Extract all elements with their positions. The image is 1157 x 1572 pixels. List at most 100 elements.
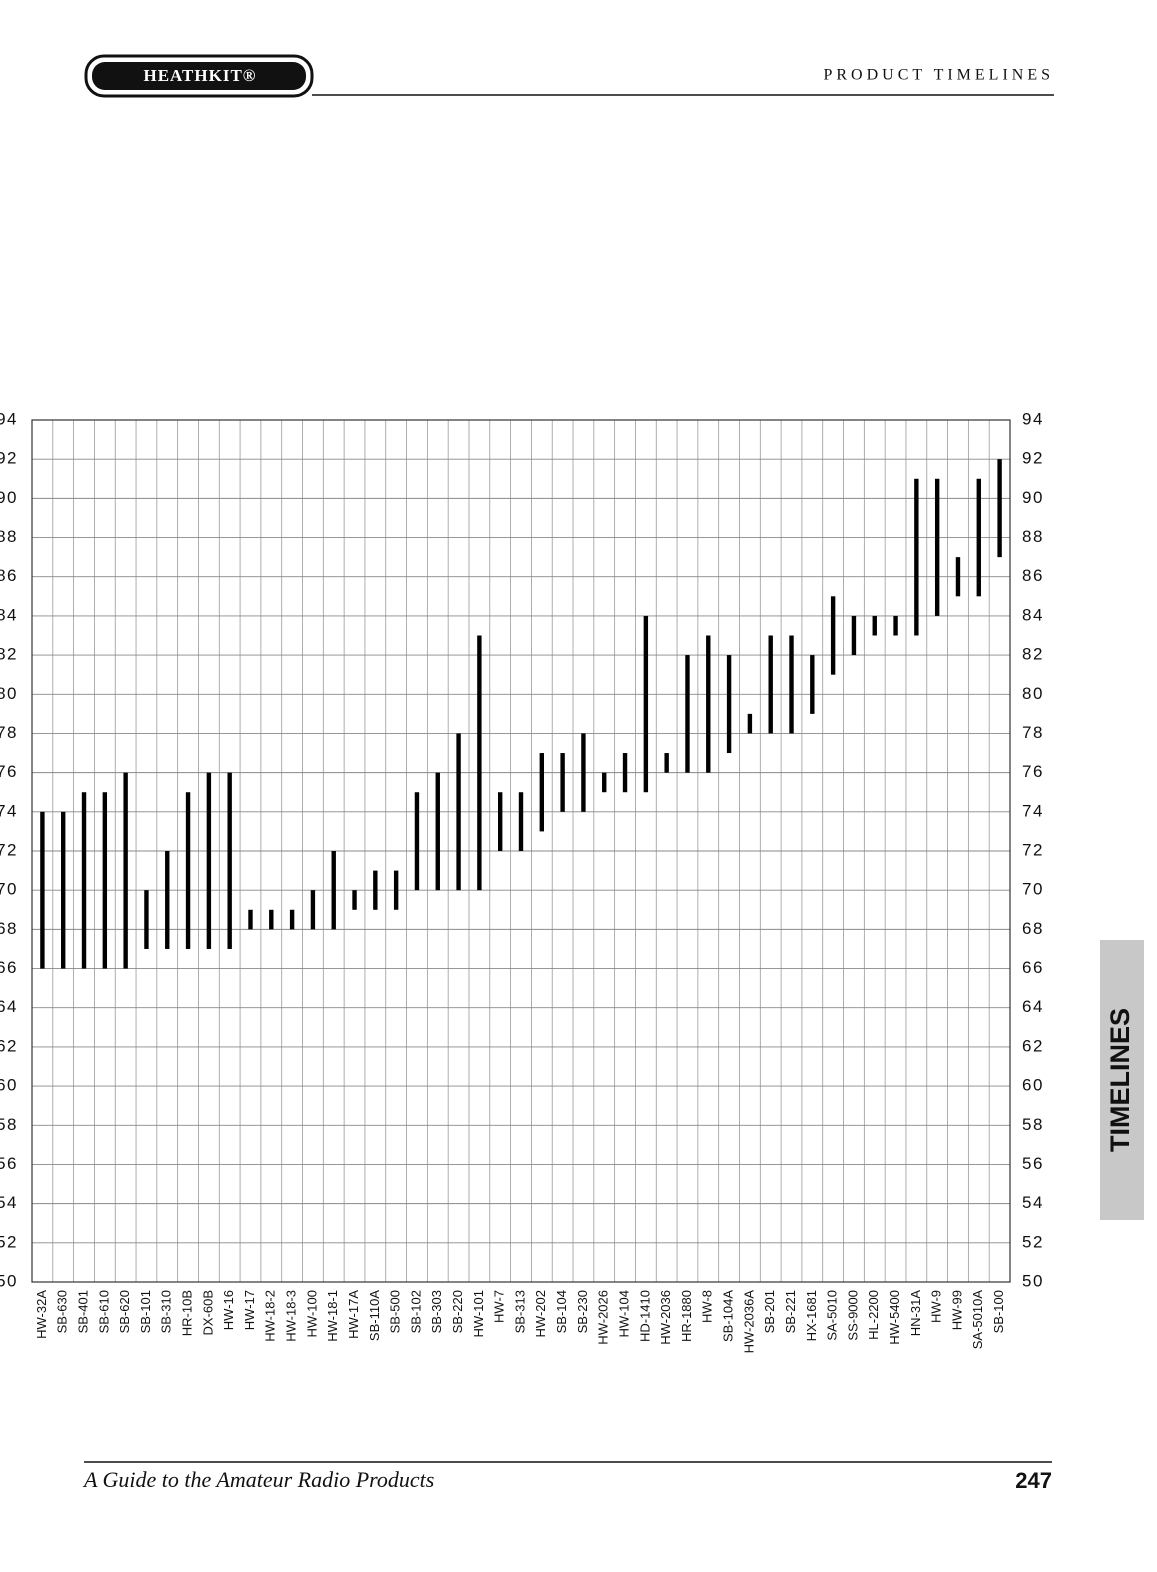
y-tick-label: 82 [1022,645,1044,664]
y-tick-label: 54 [1022,1193,1044,1212]
y-tick-label: 56 [1022,1154,1044,1173]
y-tick-label-left: 62 [0,1036,18,1055]
range-bar [602,772,607,793]
x-tick-label: HW-202 [533,1290,548,1337]
y-tick-label-left: 86 [0,566,18,585]
chart: 50 50 52 52 54 54 56 56 58 58 60 60 62 62 64 64 66 66 68 68… [0,409,1044,1354]
x-tick-label: SB-230 [575,1290,590,1333]
x-tick-label: SB-313 [512,1290,527,1333]
x-tick-label: SB-303 [429,1290,444,1333]
y-tick-label-left: 66 [0,958,18,977]
x-tick-label: HW-7 [492,1290,507,1323]
x-tick-label: DX-60B [200,1290,215,1336]
range-bar [227,772,232,949]
range-bar [622,753,628,793]
range-bar [581,733,586,812]
x-tick-label: HW-18-1 [325,1290,340,1342]
range-bar [685,655,690,773]
x-tick-label: SB-100 [991,1290,1006,1333]
range-bar [872,615,877,636]
y-tick-label: 80 [1022,684,1044,703]
y-tick-label-left: 80 [0,684,18,703]
range-bar [331,851,336,930]
range-bar [144,890,149,949]
x-tick-label: SB-310 [159,1290,174,1333]
y-tick-label: 90 [1022,488,1044,507]
x-tick-label: HW-2036 [658,1290,673,1345]
x-tick-label: HW-5400 [887,1290,902,1345]
footer-title: A Guide to the Amateur Radio Products [82,1467,434,1492]
x-tick-label: SB-102 [408,1290,423,1333]
range-bar [497,792,503,851]
range-bar [955,557,961,597]
range-bar [185,792,191,949]
y-tick-label-left: 50 [0,1271,18,1290]
range-bar [706,635,711,773]
y-tick-label: 58 [1022,1115,1044,1134]
x-tick-label: SB-610 [96,1290,111,1333]
range-bar [664,753,669,773]
x-tick-label: HX-1681 [804,1290,819,1341]
range-bar [726,655,732,754]
range-bar [435,772,440,891]
page-number: 247 [1015,1468,1052,1493]
range-bar [747,713,753,734]
x-tick-label: HL-2200 [866,1290,881,1340]
y-tick-label: 70 [1022,880,1044,899]
x-tick-label: SB-620 [117,1290,132,1333]
x-tick-label: HW-2036A [741,1290,756,1354]
y-tick-label: 88 [1022,527,1044,546]
range-bar [518,792,524,851]
side-tab-text: TIMELINES [1105,1008,1135,1152]
x-tick-label: SB-630 [55,1290,70,1333]
logo-text: HEATHKIT® [143,66,256,85]
x-tick-label: HD-1410 [637,1290,652,1342]
side-tab [1100,940,1144,1220]
x-tick-label: HW-8 [700,1290,715,1323]
x-tick-label: HW-100 [304,1290,319,1337]
range-bar [102,792,108,969]
range-bar [248,909,253,930]
range-bar [893,615,898,636]
y-tick-label-left: 74 [0,801,18,820]
y-tick-label: 72 [1022,840,1044,859]
y-tick-label: 62 [1022,1036,1044,1055]
x-tick-label: HW-32A [34,1290,49,1339]
x-tick-label: HW-9 [929,1290,944,1323]
y-tick-label: 86 [1022,566,1044,585]
x-tick-label: HW-18-2 [263,1290,278,1342]
range-bar [206,772,212,949]
logo-inner [92,62,306,90]
y-tick-label-left: 92 [0,449,18,468]
y-tick-label: 92 [1022,449,1044,468]
x-tick-label: SB-201 [762,1290,777,1333]
y-tick-label: 60 [1022,1076,1044,1095]
x-tick-label: HW-101 [471,1290,486,1337]
range-bar [393,870,399,910]
range-bar [976,478,981,597]
range-bar [789,635,794,734]
y-tick-label: 76 [1022,762,1044,781]
x-tick-label: SA-5010A [970,1290,985,1350]
range-bar [165,851,170,949]
range-bar [810,655,815,714]
plot-frame [31,419,1011,1283]
y-tick-label-left: 84 [0,605,18,624]
range-bar [123,772,128,969]
x-tick-label: SB-221 [783,1290,798,1333]
x-tick-label: HW-99 [949,1290,964,1330]
y-tick-label-left: 82 [0,645,18,664]
x-tick-label: SB-110A [367,1290,382,1341]
y-tick-label: 50 [1022,1271,1044,1290]
range-bar [643,615,649,793]
range-bar [81,792,87,969]
y-tick-label: 94 [1022,409,1044,428]
range-bar [310,890,316,930]
range-bar [768,635,773,734]
y-tick-label: 78 [1022,723,1044,742]
y-tick-label: 66 [1022,958,1044,977]
range-bar [477,635,482,891]
range-bar [352,890,357,910]
